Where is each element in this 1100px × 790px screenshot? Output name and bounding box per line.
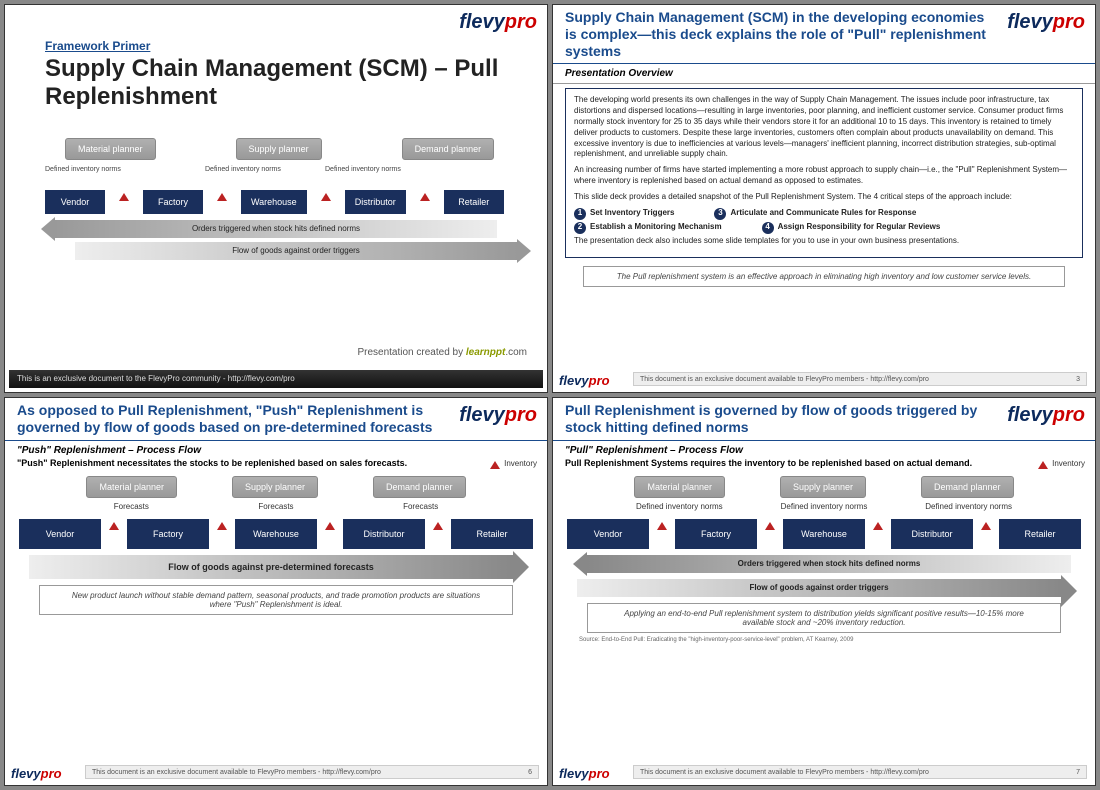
entity-warehouse: Warehouse (783, 519, 865, 549)
inventory-icon (433, 522, 443, 530)
step-4: 4Assign Responsibility for Regular Revie… (762, 222, 941, 234)
slide-2-quote: The Pull replenishment system is an effe… (583, 266, 1065, 287)
created-by: Presentation created by learnppt.com (357, 347, 527, 358)
entity-vendor: Vendor (567, 519, 649, 549)
planner-material: Material planner (65, 138, 156, 160)
slide-1-diagram: Material planner Supply planner Demand p… (45, 138, 527, 278)
overview-p4: The presentation deck also includes some… (574, 236, 1074, 247)
flevypro-logo: flevypro (1007, 11, 1085, 34)
planner-material: Material planner (634, 476, 725, 498)
forecasts-label: Forecasts (403, 502, 438, 511)
planner-material: Material planner (86, 476, 177, 498)
entity-retailer: Retailer (444, 190, 504, 214)
overview-p1: The developing world presents its own ch… (574, 95, 1074, 160)
step-3: 3Articulate and Communicate Rules for Re… (714, 208, 916, 220)
slide-1-footer-bar: This is an exclusive document to the Fle… (9, 370, 543, 388)
footer-logo: flevypro (559, 766, 610, 781)
overview-p2: An increasing number of firms have start… (574, 165, 1074, 187)
slide-1-title: Supply Chain Management (SCM) – Pull Rep… (45, 55, 527, 110)
overview-p3: This slide deck provides a detailed snap… (574, 192, 1074, 203)
source-citation: Source: End-to-End Pull: Eradicating the… (567, 637, 1081, 643)
entity-factory: Factory (675, 519, 757, 549)
entity-factory: Factory (127, 519, 209, 549)
step-2: 2Establish a Monitoring Mechanism (574, 222, 722, 234)
slide-4: flevypro Pull Replenishment is governed … (552, 397, 1096, 786)
page-number: 6 (528, 769, 532, 776)
slide-4-quote: Applying an end-to-end Pull replenishmen… (587, 603, 1061, 633)
norms-label-3: Defined inventory norms (325, 166, 401, 173)
footer-bar: This document is an exclusive document a… (633, 372, 1087, 386)
norms-label-1: Defined inventory norms (45, 166, 121, 173)
flow-arrow-orders: Orders triggered when stock hits defined… (55, 220, 497, 238)
planner-supply: Supply planner (232, 476, 318, 498)
footer-logo: flevypro (559, 373, 610, 388)
inventory-legend: Inventory (1036, 458, 1085, 468)
planner-supply: Supply planner (236, 138, 322, 160)
forecasts-label: Forecasts (114, 502, 149, 511)
entity-retailer: Retailer (999, 519, 1081, 549)
entity-distributor: Distributor (345, 190, 406, 214)
entity-retailer: Retailer (451, 519, 533, 549)
slide-4-diagram: Inventory Material planner Supply planne… (553, 472, 1095, 785)
slide-4-subtitle: "Pull" Replenishment – Process Flow (553, 441, 1095, 456)
page-number: 7 (1076, 769, 1080, 776)
slide-2-subtitle: Presentation Overview (553, 64, 1095, 84)
slide-3-desc: "Push" Replenishment necessitates the st… (5, 456, 547, 472)
inventory-icon (765, 522, 775, 530)
page-number: 3 (1076, 376, 1080, 383)
entity-distributor: Distributor (343, 519, 425, 549)
inventory-legend: Inventory (488, 458, 537, 468)
entity-warehouse: Warehouse (235, 519, 317, 549)
inventory-icon (321, 193, 331, 201)
footer-logo: flevypro (11, 766, 62, 781)
planner-demand: Demand planner (402, 138, 495, 160)
framework-primer-label: Framework Primer (45, 39, 527, 53)
slide-1: flevypro Framework Primer Supply Chain M… (4, 4, 548, 393)
inventory-icon (420, 193, 430, 201)
inventory-icon (657, 522, 667, 530)
inventory-icon (217, 193, 227, 201)
slide-2: flevypro Supply Chain Management (SCM) i… (552, 4, 1096, 393)
planner-demand: Demand planner (921, 476, 1014, 498)
entity-vendor: Vendor (19, 519, 101, 549)
slide-4-desc: Pull Replenishment Systems requires the … (553, 456, 1095, 472)
planner-demand: Demand planner (373, 476, 466, 498)
entity-distributor: Distributor (891, 519, 973, 549)
entity-vendor: Vendor (45, 190, 105, 214)
inventory-icon (119, 193, 129, 201)
overview-box: The developing world presents its own ch… (565, 88, 1083, 258)
footer-bar: This document is an exclusive document a… (633, 765, 1087, 779)
slide-3-subtitle: "Push" Replenishment – Process Flow (5, 441, 547, 456)
inventory-icon (325, 522, 335, 530)
flow-arrow: Flow of goods against pre-determined for… (29, 555, 513, 579)
inventory-icon (873, 522, 883, 530)
entity-warehouse: Warehouse (241, 190, 307, 214)
norms-label-2: Defined inventory norms (205, 166, 281, 173)
flow-arrow-goods: Flow of goods against order triggers (577, 579, 1061, 597)
inventory-icon (217, 522, 227, 530)
inventory-icon (109, 522, 119, 530)
entity-factory: Factory (143, 190, 203, 214)
flevypro-logo: flevypro (459, 404, 537, 427)
learnppt-logo: learnppt (466, 347, 505, 358)
flow-arrow-goods: Flow of goods against order triggers (75, 242, 517, 260)
inventory-icon (981, 522, 991, 530)
flow-arrow-orders: Orders triggered when stock hits defined… (587, 555, 1071, 573)
planner-supply: Supply planner (780, 476, 866, 498)
slide-3-quote: New product launch without stable demand… (39, 585, 513, 615)
norms-label: Defined inventory norms (781, 502, 868, 511)
step-1: 1Set Inventory Triggers (574, 208, 674, 220)
flevypro-logo: flevypro (1007, 404, 1085, 427)
slide-3-diagram: Inventory Material planner Supply planne… (5, 472, 547, 785)
flevypro-logo: flevypro (459, 11, 537, 34)
norms-label: Defined inventory norms (636, 502, 723, 511)
forecasts-label: Forecasts (258, 502, 293, 511)
norms-label: Defined inventory norms (925, 502, 1012, 511)
slide-3: flevypro As opposed to Pull Replenishmen… (4, 397, 548, 786)
footer-bar: This document is an exclusive document a… (85, 765, 539, 779)
